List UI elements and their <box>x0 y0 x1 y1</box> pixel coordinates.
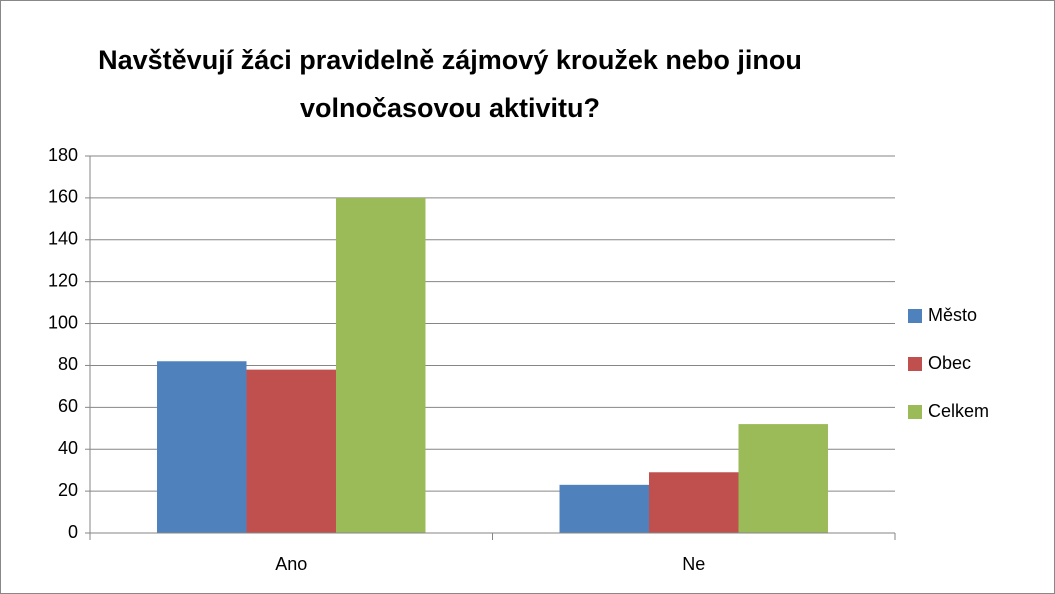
bar <box>738 424 828 533</box>
chart-title: Navštěvují žáci pravidelně zájmový krouž… <box>98 45 802 123</box>
bar <box>559 484 650 533</box>
y-tick-label: 80 <box>58 354 78 374</box>
y-tick-label: 140 <box>48 229 78 249</box>
bar <box>335 197 426 533</box>
legend-swatch <box>908 309 922 323</box>
y-tick-label: 120 <box>48 270 78 290</box>
y-tick-label: 60 <box>58 396 78 416</box>
y-tick-label: 20 <box>58 480 78 500</box>
legend-label: Obec <box>928 353 971 373</box>
legend-swatch <box>908 357 922 371</box>
y-tick-label: 160 <box>48 187 78 207</box>
legend-swatch <box>908 405 922 419</box>
bar <box>649 472 739 533</box>
y-tick-label: 0 <box>68 522 78 542</box>
x-tick-label: Ano <box>275 554 307 574</box>
y-tick-label: 180 <box>48 145 78 165</box>
legend-label: Město <box>928 305 977 325</box>
x-tick-label: Ne <box>682 554 705 574</box>
bar <box>246 369 336 533</box>
y-tick-label: 40 <box>58 438 78 458</box>
legend-label: Celkem <box>928 401 989 421</box>
y-tick-label: 100 <box>48 312 78 332</box>
bar <box>157 361 247 533</box>
